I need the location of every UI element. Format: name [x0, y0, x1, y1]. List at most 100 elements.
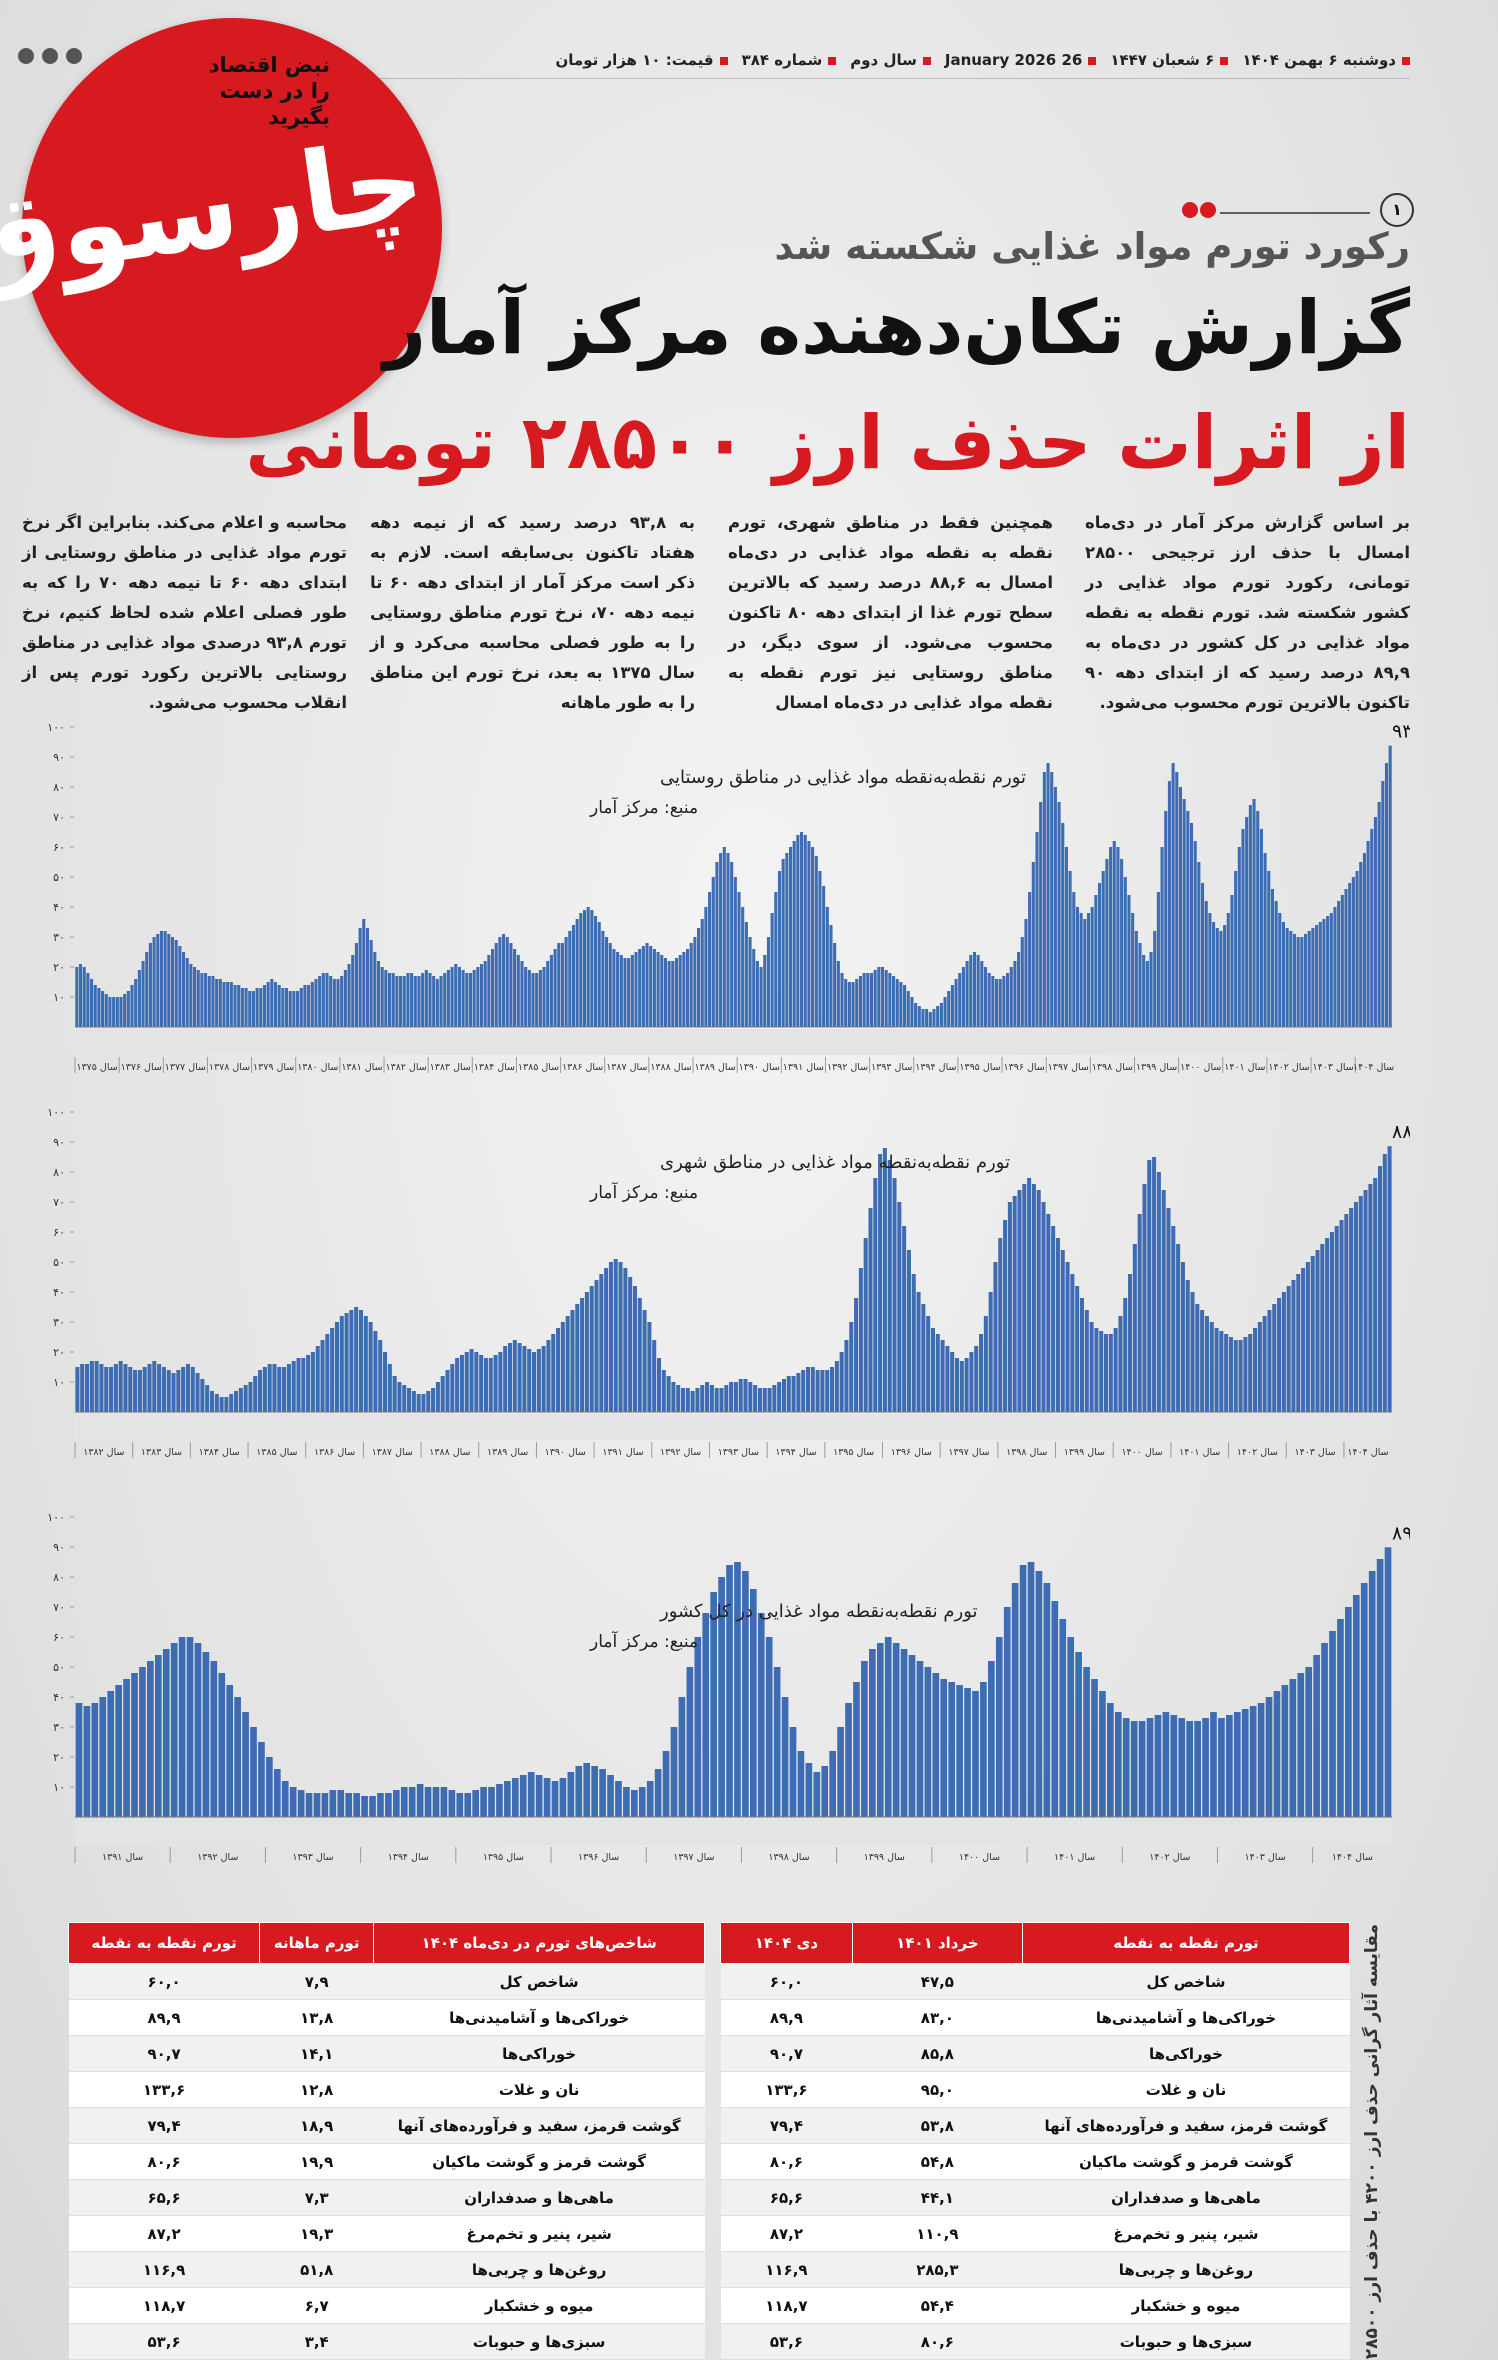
bar — [507, 1343, 513, 1412]
bar — [709, 1385, 714, 1412]
bar — [911, 1274, 916, 1412]
bar — [1050, 772, 1054, 1027]
year-label: سال ۱۳۷۵ — [76, 1062, 117, 1073]
bar — [1322, 919, 1326, 1027]
bar — [1175, 772, 1179, 1027]
bar — [234, 1391, 239, 1412]
bar — [759, 967, 763, 1027]
table-row: میوه و خشکبار ۶,۷ ۱۱۸,۷ — [68, 2287, 705, 2324]
year-label: سال ۱۳۹۸ — [1092, 1062, 1133, 1073]
bar — [115, 997, 119, 1027]
bar — [200, 973, 204, 1027]
bar — [1197, 862, 1201, 1027]
bar — [1061, 823, 1065, 1027]
bar — [1355, 871, 1359, 1027]
bar — [1122, 1718, 1130, 1817]
bar — [708, 892, 712, 1027]
bar — [1079, 913, 1083, 1027]
bar — [461, 970, 465, 1027]
bar — [448, 1790, 456, 1817]
bar — [591, 1766, 598, 1817]
bar — [303, 985, 307, 1027]
bar — [647, 1322, 652, 1412]
bar — [1259, 829, 1263, 1027]
bar — [190, 1367, 195, 1412]
year-label: سال ۱۴۰۱ — [1224, 1062, 1265, 1073]
text-column: محاسبه و اعلام می‌کند. بنابراین اگر نرخ … — [22, 513, 347, 712]
y-tick-label: ۴۰ — [53, 901, 65, 914]
bar — [733, 877, 737, 1027]
bar — [549, 955, 553, 1027]
bar — [1234, 871, 1238, 1027]
side-caption: مقایسه آثار گرانی حذف ارز ۴۲۰۰ با حذف ار… — [1362, 1924, 1382, 2360]
bar — [84, 1364, 90, 1412]
bar — [1079, 1298, 1084, 1412]
bar — [773, 1667, 781, 1817]
bar — [299, 988, 303, 1027]
bar — [1051, 1601, 1059, 1817]
bar — [439, 976, 443, 1027]
bar — [1084, 1310, 1089, 1412]
end-value-label: ۸۹,۹ — [1392, 1522, 1410, 1544]
table-cell: ۵۳,۶ — [720, 2323, 853, 2360]
bar — [229, 982, 233, 1027]
bar — [813, 1772, 821, 1817]
column-header: تورم نقطه به نقطه — [67, 1922, 261, 1964]
bar — [277, 1367, 282, 1412]
bar — [1028, 892, 1032, 1027]
table-cell: ۱۹,۹ — [259, 2143, 374, 2180]
table-cell: ۱۱۸,۷ — [68, 2287, 260, 2324]
bar — [1208, 913, 1212, 1027]
bar — [1035, 832, 1039, 1027]
bar — [1387, 1146, 1392, 1412]
bar — [559, 1778, 567, 1817]
bar — [1326, 916, 1330, 1027]
bar — [170, 1643, 178, 1817]
bar — [171, 1373, 176, 1412]
bar — [513, 949, 517, 1027]
dateline-text: 26 January 2026 — [944, 51, 1083, 69]
bar — [936, 1006, 940, 1027]
bar — [369, 940, 373, 1027]
bar — [152, 937, 156, 1027]
bar — [767, 1388, 772, 1412]
bar — [234, 1697, 241, 1817]
bar — [858, 976, 862, 1027]
y-tick-label: ۳۰ — [53, 1721, 65, 1734]
bar — [493, 1355, 498, 1412]
bar — [945, 1346, 950, 1412]
bar — [1200, 1310, 1205, 1412]
bar — [535, 973, 539, 1027]
year-label: سال ۱۳۹۵ — [483, 1852, 524, 1863]
social-icon[interactable] — [18, 48, 34, 64]
bar — [162, 1649, 170, 1817]
bar — [509, 943, 513, 1027]
bar — [575, 1304, 580, 1412]
bar — [93, 985, 97, 1027]
dateline-item: ۶ شعبان ۱۴۴۷ — [1110, 51, 1229, 69]
bar — [1156, 1172, 1161, 1412]
bar — [1252, 799, 1256, 1027]
bar — [906, 1250, 911, 1412]
y-tick-label: ۶۰ — [53, 1226, 65, 1239]
bar — [1146, 1718, 1154, 1817]
bar — [932, 1009, 936, 1027]
bar — [289, 1787, 297, 1817]
bar — [1046, 1214, 1051, 1412]
bar — [527, 1349, 532, 1412]
bar — [134, 979, 138, 1027]
year-label: سال ۱۳۹۶ — [578, 1852, 619, 1863]
bar — [833, 943, 837, 1027]
year-label: سال ۱۳۹۷ — [948, 1447, 989, 1458]
bar — [714, 1388, 719, 1412]
bar — [678, 1697, 686, 1817]
social-icon[interactable] — [42, 48, 58, 64]
page-number: ۱ — [1380, 193, 1414, 227]
year-label: سال ۱۳۹۵ — [833, 1447, 874, 1458]
bar — [866, 973, 870, 1027]
table-row: روغن‌ها و چربی‌ها ۵۱,۸ ۱۱۶,۹ — [68, 2251, 705, 2288]
bar — [900, 1649, 908, 1817]
social-icon[interactable] — [66, 48, 82, 64]
bar — [743, 1379, 748, 1412]
bar — [755, 961, 759, 1027]
